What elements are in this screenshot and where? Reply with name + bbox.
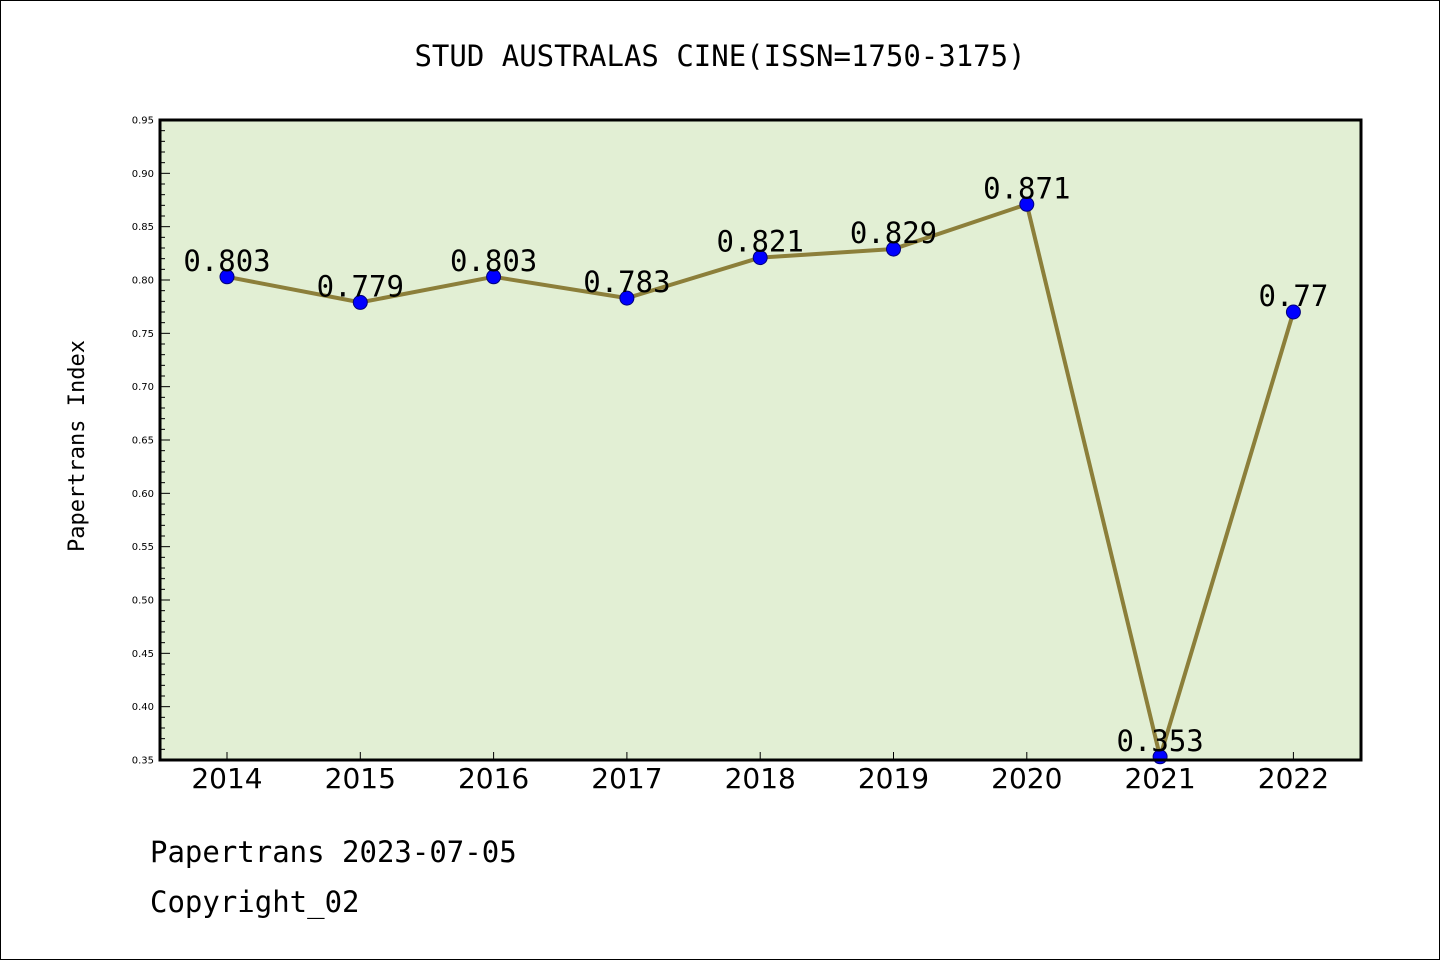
y-tick-label: 0.85 xyxy=(132,222,154,233)
data-point xyxy=(886,241,901,257)
data-label: 0.77 xyxy=(1258,279,1328,313)
x-tick-label: 2020 xyxy=(991,762,1062,795)
y-tick-label: 0.60 xyxy=(132,489,154,500)
x-tick-label: 2017 xyxy=(591,762,662,795)
data-point xyxy=(486,269,502,285)
data-label: 0.821 xyxy=(717,225,804,259)
data-label: 0.783 xyxy=(583,265,670,299)
data-label: 0.803 xyxy=(183,244,270,278)
x-tick-label: 2014 xyxy=(191,762,262,795)
data-point xyxy=(352,294,368,310)
footer-copyright: Copyright_02 xyxy=(150,885,360,919)
x-tick-label: 2015 xyxy=(325,762,396,795)
x-axis-ticks: 2014 2015 2016 2017 2018 2019 2020 2021 2022 xyxy=(191,752,1329,795)
y-tick-label: 0.75 xyxy=(132,329,154,340)
data-point xyxy=(619,290,635,306)
data-label: 0.803 xyxy=(450,244,537,278)
y-tick-label: 0.45 xyxy=(132,649,154,660)
y-tick-label: 0.90 xyxy=(132,169,154,180)
data-label: 0.829 xyxy=(850,216,937,250)
y-tick-label: 0.70 xyxy=(132,382,154,393)
plot-border xyxy=(158,118,1363,762)
data-point xyxy=(219,269,235,285)
x-tick-label: 2021 xyxy=(1124,762,1195,795)
y-axis-label: Papertrans Index xyxy=(65,340,90,552)
y-tick-label: 0.50 xyxy=(132,596,154,607)
x-tick-label: 2022 xyxy=(1258,762,1329,795)
x-tick-label: 2018 xyxy=(725,762,796,795)
y-tick-label: 0.65 xyxy=(132,436,154,447)
y-tick-label: 0.55 xyxy=(132,542,154,553)
footer-date: Papertrans 2023-07-05 xyxy=(150,835,517,869)
chart-title: STUD AUSTRALAS CINE(ISSN=1750-3175) xyxy=(414,39,1025,73)
plot-area xyxy=(160,120,1361,760)
data-label: 0.871 xyxy=(983,171,1070,205)
data-label: 0.779 xyxy=(317,269,404,303)
y-tick-label: 0.40 xyxy=(132,702,154,713)
data-point xyxy=(752,250,768,266)
data-point xyxy=(1019,196,1035,212)
data-labels: 0.803 0.779 0.803 0.783 0.821 0.829 0.871 0.353… xyxy=(183,171,1328,758)
data-point xyxy=(1285,304,1301,320)
y-tick-label: 0.80 xyxy=(132,276,154,287)
y-tick-label: 0.35 xyxy=(132,756,154,767)
x-tick-label: 2016 xyxy=(458,762,529,795)
y-tick-label: 0.95 xyxy=(132,116,154,127)
data-label: 0.353 xyxy=(1116,724,1203,758)
x-tick-label: 2019 xyxy=(858,762,929,795)
